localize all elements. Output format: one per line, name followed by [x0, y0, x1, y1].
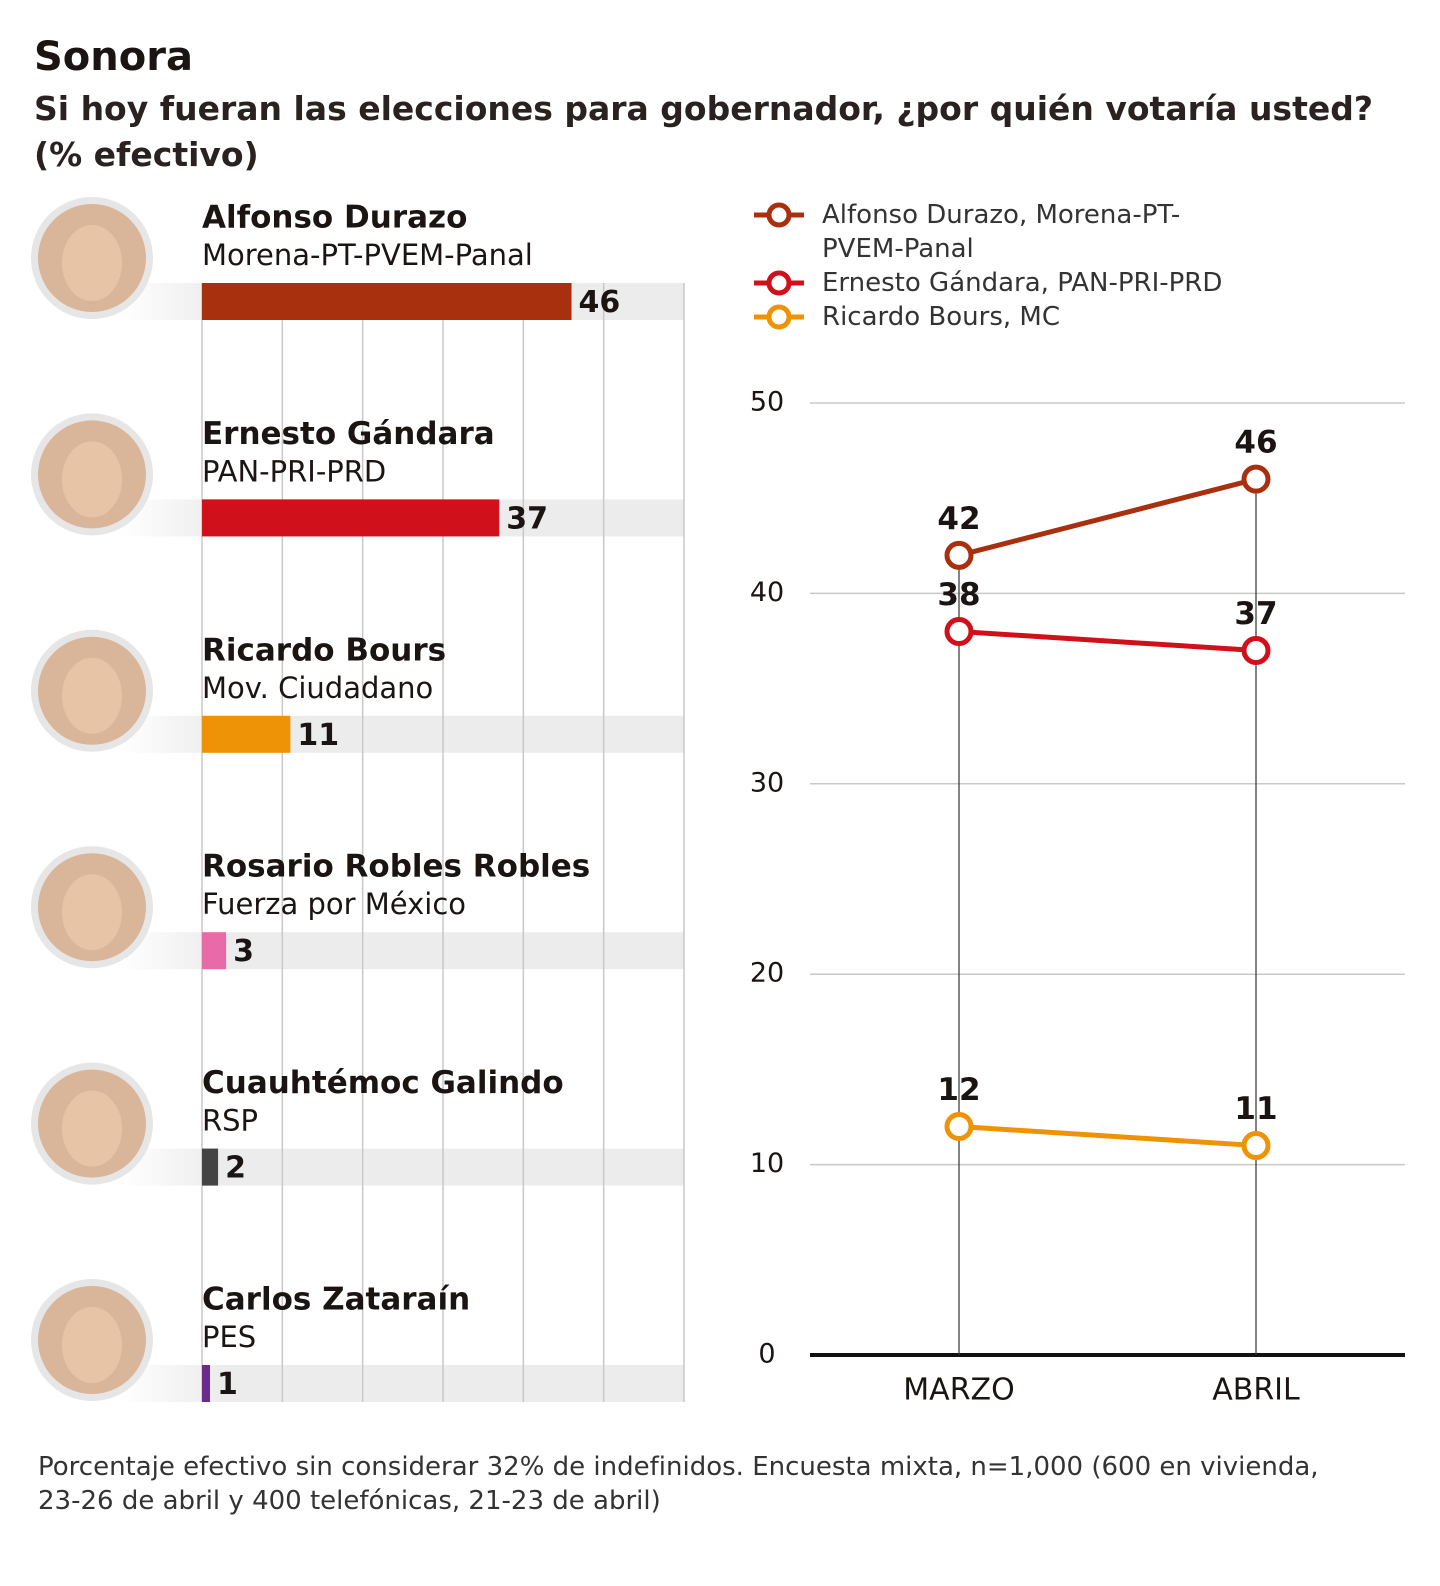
party-name: Fuerza por México: [202, 887, 466, 921]
legend-marker: [766, 270, 792, 296]
photo-face: [62, 657, 122, 734]
legend-label: Ricardo Bours, MC: [822, 302, 1060, 332]
legend-swatch: [754, 304, 804, 330]
bar: [202, 1148, 219, 1186]
value-label: 2: [225, 1151, 246, 1186]
bar-track: [120, 1365, 684, 1402]
legend-item: Ernesto Gándara, PAN-PRI-PRD: [752, 266, 1392, 300]
value-label: 37: [1234, 596, 1277, 632]
photo-face: [62, 1307, 122, 1383]
value-label: 1: [217, 1367, 238, 1402]
candidate-name: Cuauhtémoc Galindo: [202, 1065, 564, 1101]
value-label: 46: [579, 285, 621, 320]
bar: [202, 1365, 211, 1402]
legend-swatch: [754, 202, 804, 228]
point: [1241, 636, 1271, 666]
legend-item: Ricardo Bours, MC: [752, 300, 1392, 334]
legend-marker: [766, 304, 792, 330]
legend-label: Alfonso Durazo, Morena-PT-PVEM-Panal: [822, 200, 1181, 264]
photo-face: [62, 441, 122, 518]
party-name: Morena-PT-PVEM-Panal: [202, 238, 533, 272]
candidate-name: Carlos Zataraín: [202, 1282, 470, 1318]
party-name: PES: [202, 1320, 256, 1354]
y-tick-label: 50: [750, 387, 784, 418]
legend-label: Ernesto Gándara, PAN-PRI-PRD: [822, 268, 1223, 298]
candidate-name: Alfonso Durazo: [202, 200, 467, 236]
bar: [202, 283, 572, 320]
photo-face: [62, 1090, 122, 1167]
party-name: Mov. Ciudadano: [202, 671, 433, 705]
point: [1241, 1131, 1271, 1161]
value-label: 12: [937, 1072, 980, 1108]
value-label: 42: [937, 501, 980, 537]
series-line: [958, 476, 1257, 558]
legend-swatch: [754, 270, 804, 296]
party-name: PAN-PRI-PRD: [202, 454, 386, 488]
y-tick-label: 20: [750, 958, 784, 989]
value-label: 11: [1234, 1091, 1277, 1127]
bar: [202, 499, 500, 537]
value-label: 38: [937, 577, 980, 613]
subtitle: Si hoy fueran las elecciones para gobern…: [34, 89, 1373, 174]
x-tick-label: MARZO: [903, 1373, 1014, 1408]
line-chart: 0 10 20 30 40 50 MARZO ABRIL 42 46 38 37 12 11: [750, 387, 1405, 1408]
footnote: Porcentaje efectivo sin considerar 32% d…: [38, 1452, 1319, 1516]
value-label: 11: [297, 718, 339, 753]
bar-grid: [201, 283, 685, 1402]
y-tick-label: 0: [758, 1339, 775, 1370]
bar: [202, 715, 291, 753]
x-tick-label: ABRIL: [1212, 1373, 1300, 1408]
point: [944, 1112, 974, 1142]
legend-marker: [766, 202, 792, 228]
title: Sonora: [34, 34, 193, 80]
series-line: [958, 628, 1257, 654]
legend: Alfonso Durazo, Morena-PT-PVEM-Panal Erne…: [752, 198, 1392, 334]
point: [1241, 464, 1271, 494]
candidate-name: Ernesto Gándara: [202, 416, 495, 452]
value-label: 3: [233, 934, 254, 969]
legend-item: Alfonso Durazo, Morena-PT-PVEM-Panal: [752, 198, 1392, 266]
y-tick-label: 10: [750, 1148, 784, 1179]
y-tick-label: 30: [750, 767, 784, 798]
candidate-name: Rosario Robles Robles: [202, 849, 590, 885]
photo-face: [62, 225, 122, 301]
photo-face: [62, 874, 122, 951]
point: [944, 540, 974, 570]
point: [944, 616, 974, 646]
series-line: [958, 1124, 1257, 1149]
bar: [202, 932, 227, 970]
candidate-name: Ricardo Bours: [202, 632, 446, 668]
value-label: 37: [506, 501, 548, 536]
party-name: RSP: [202, 1104, 258, 1138]
bar-backgrounds: [31, 197, 684, 1402]
y-tick-label: 40: [750, 577, 784, 608]
value-label: 46: [1234, 425, 1277, 461]
